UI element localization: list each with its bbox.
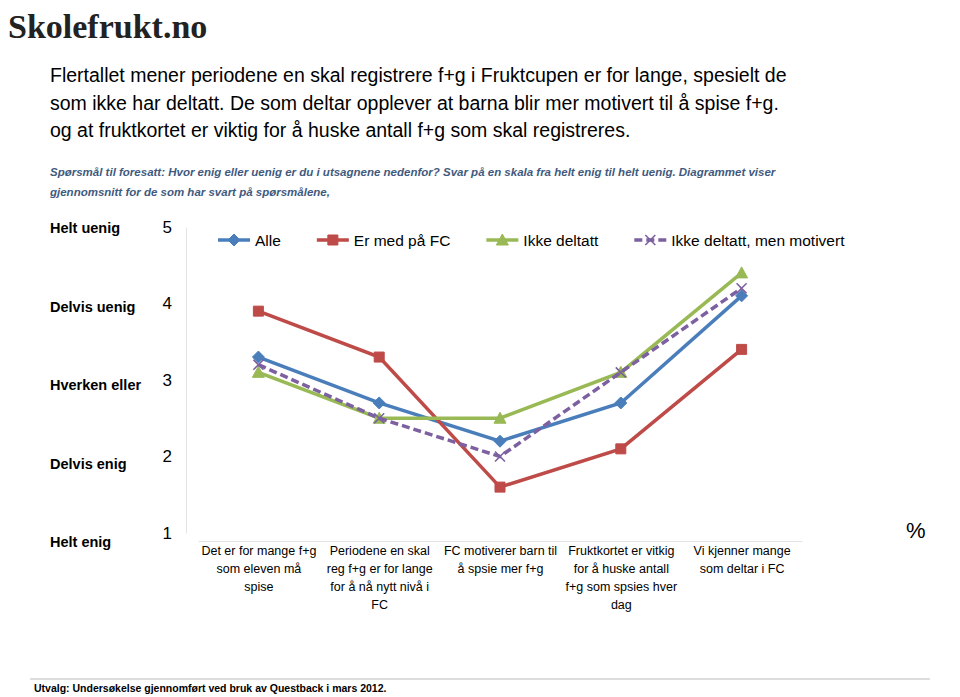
marker-shape: [737, 344, 747, 354]
title-line: Flertallet mener periodene en skal regis…: [50, 64, 787, 86]
marker-shape: [495, 452, 505, 462]
y-scale-label: Delvis enig: [50, 456, 127, 472]
x-tick-label: Det er for mange f+gsom eleven måspise: [201, 544, 316, 594]
legend-item: Ikke deltatt: [486, 232, 599, 249]
title-line: og at fruktkortet er viktig for å huske …: [50, 119, 630, 141]
y-tick-label: 2: [163, 447, 172, 466]
y-tick: 1: [163, 524, 186, 543]
y-scale-label: Helt enig: [50, 534, 111, 550]
marker-shape: [253, 306, 263, 316]
series-marker: [616, 444, 626, 454]
x-axis: Det er for mange f+gsom eleven måspisePe…: [199, 541, 803, 612]
x-tick: Vi kjenner mangesom deltar i FC: [694, 541, 791, 576]
y-tick: 3: [163, 371, 186, 390]
y-axis: 1 2 3 4 5: [163, 218, 187, 543]
marker-shape: [253, 360, 263, 370]
legend: Alle Er med på FC Ikke deltatt Ikke deltatt…: [218, 232, 845, 249]
legend-marker: [645, 235, 655, 245]
legend-label: Er med på FC: [354, 232, 450, 249]
y-scale-label: Helt uenig: [50, 220, 120, 236]
legend-marker-shape: [645, 235, 655, 245]
legend-marker: [328, 235, 338, 245]
series-marker: [615, 397, 627, 409]
unit-note: %: [906, 518, 926, 543]
legend-label: Alle: [255, 232, 281, 249]
marker-shape: [494, 435, 506, 447]
y-scale-label: Delvis uenig: [50, 299, 135, 315]
title-line: som ikke har deltatt. De som deltar oppl…: [50, 92, 779, 114]
series-marker: [374, 413, 384, 423]
y-tick-label: 1: [163, 524, 172, 543]
y-axis-line: [186, 228, 187, 534]
y-tick: 2: [163, 447, 186, 466]
legend-marker-shape: [496, 234, 508, 245]
legend-item: Ikke deltatt, men motivert: [634, 232, 845, 249]
x-tick-label: Vi kjenner mangesom deltar i FC: [694, 544, 791, 576]
legend-item: Alle: [218, 232, 281, 249]
legend-label: Ikke deltatt: [523, 232, 599, 249]
subtitle-line: gjennomsnitt for de som har svart på spø…: [49, 186, 330, 198]
marker-shape: [736, 267, 748, 278]
legend-label: Ikke deltatt, men motivert: [671, 232, 845, 249]
series-marker: [616, 367, 626, 377]
marker-shape: [615, 397, 627, 409]
x-axis-line: [199, 541, 803, 542]
marker-shape: [616, 367, 626, 377]
series-marker: [494, 435, 506, 447]
marker-shape: [373, 397, 385, 409]
plot: [252, 267, 747, 492]
x-tick: Det er for mange f+gsom eleven måspise: [201, 541, 316, 594]
x-tick: Periodene en skalreg f+g er for langefor…: [327, 541, 433, 612]
series-marker: [737, 283, 747, 293]
y-tick-label: 5: [163, 218, 172, 237]
series-marker: [495, 452, 505, 462]
series-marker: [736, 267, 748, 278]
series-marker: [373, 397, 385, 409]
footer-rule: [30, 679, 930, 680]
series-line: [258, 288, 741, 456]
y-tick: 5: [163, 218, 186, 237]
legend-item: Er med på FC: [317, 232, 450, 249]
x-tick-label: FC motiverer barn tilå spsie mer f+g: [444, 544, 557, 576]
logo: Skolefrukt.no: [8, 8, 207, 45]
series-marker: [494, 412, 506, 423]
legend-marker-shape: [228, 234, 240, 246]
marker-shape: [616, 444, 626, 454]
marker-shape: [374, 413, 384, 423]
y-tick: 4: [163, 294, 186, 313]
footnote: Utvalg: Undersøkelse gjennomført ved bru…: [34, 682, 387, 694]
series-line: [258, 296, 741, 441]
x-tick-label: Fruktkortet er vitkigfor å huske antallf…: [566, 544, 678, 612]
series-marker: [253, 306, 263, 316]
x-tick: Fruktkortet er vitkigfor å huske antallf…: [566, 541, 678, 612]
series-marker: [253, 360, 263, 370]
series-marker: [615, 366, 627, 377]
x-tick-label: Periodene en skalreg f+g er for langefor…: [327, 544, 433, 612]
legend-marker-shape: [328, 235, 338, 245]
y-scale-label: Hverken eller: [50, 377, 141, 393]
y-tick-label: 4: [163, 294, 172, 313]
y-tick-label: 3: [163, 371, 172, 390]
marker-shape: [615, 366, 627, 377]
subtitle-line: Spørsmål til foresatt: Hvor enig eller u…: [50, 166, 776, 178]
legend-marker: [496, 234, 508, 245]
marker-shape: [494, 412, 506, 423]
x-tick: FC motiverer barn tilå spsie mer f+g: [444, 541, 557, 576]
marker-shape: [495, 482, 505, 492]
marker-shape: [374, 352, 384, 362]
series-marker: [737, 344, 747, 354]
series-marker: [374, 352, 384, 362]
series-marker: [495, 482, 505, 492]
marker-shape: [737, 283, 747, 293]
legend-marker: [228, 234, 240, 246]
